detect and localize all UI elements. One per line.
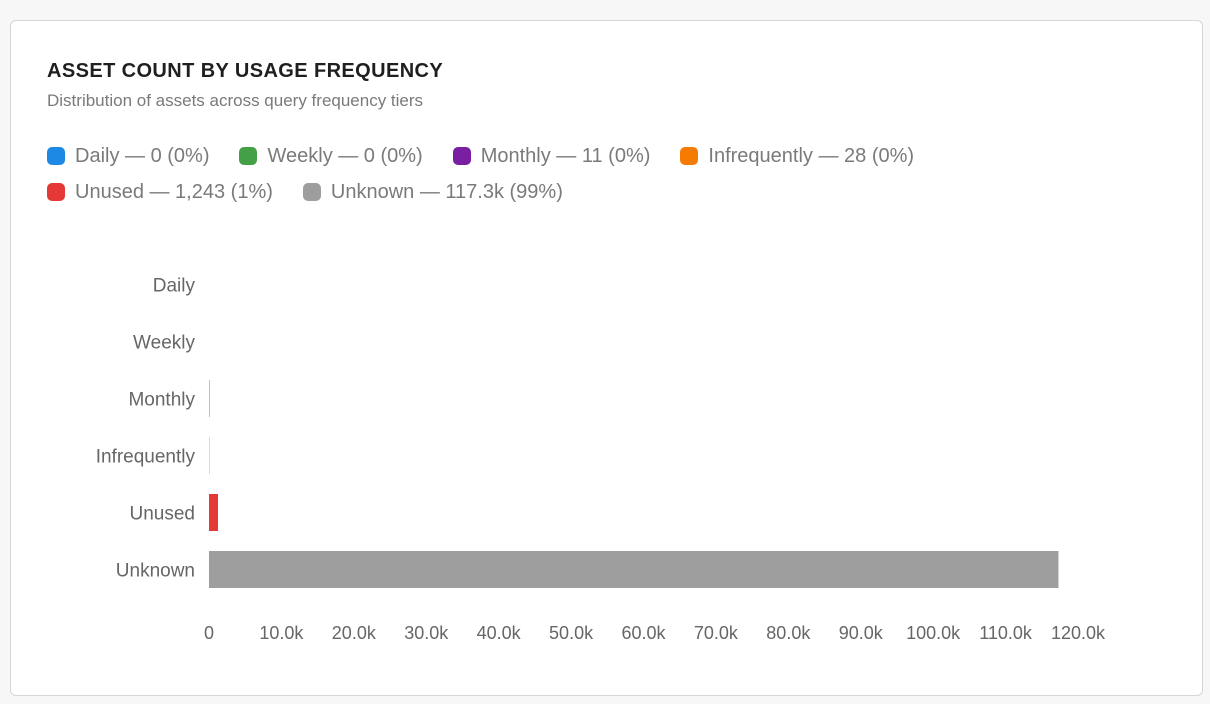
category-label: Daily [153, 276, 196, 297]
bar-unknown[interactable] [209, 551, 1059, 588]
unused-swatch-icon [47, 183, 65, 201]
x-tick-label: 40.0k [477, 623, 522, 643]
legend-label: Daily — 0 (0%) [75, 144, 210, 167]
legend-item[interactable]: Weekly — 0 (0%) [239, 144, 423, 168]
legend-item[interactable]: Infrequently — 28 (0%) [680, 144, 914, 168]
bar-chart: Daily Weekly Monthly Infrequently Unused Unkn… [96, 276, 1106, 644]
chart-card: ASSET COUNT BY USAGE FREQUENCY Distribut… [10, 20, 1203, 696]
x-tick-label: 10.0k [259, 623, 304, 643]
legend-label: Unused — 1,243 (1%) [75, 180, 273, 203]
x-tick-label: 100.0k [906, 623, 961, 643]
chart-legend: Daily — 0 (0%) Weekly — 0 (0%) Monthly — 1… [47, 144, 1007, 204]
bar-unused[interactable] [209, 494, 219, 531]
x-tick-label: 80.0k [766, 623, 811, 643]
x-tick-label: 120.0k [1051, 623, 1106, 643]
category-label: Weekly [133, 333, 195, 354]
x-tick-label: 50.0k [549, 623, 594, 643]
category-label: Monthly [128, 390, 195, 411]
unknown-swatch-icon [302, 183, 321, 201]
infrequently-swatch-icon [680, 147, 699, 165]
x-tick-label: 60.0k [621, 623, 666, 643]
x-tick-label: 90.0k [839, 623, 884, 643]
x-tick-label: 110.0k [979, 623, 1033, 643]
weekly-swatch-icon [239, 147, 258, 165]
legend-item[interactable]: Unused — 1,243 (1%) [47, 180, 273, 204]
bar-monthly[interactable] [209, 380, 210, 417]
chart-title: ASSET COUNT BY USAGE FREQUENCY [47, 60, 444, 82]
category-label: Unknown [116, 561, 195, 582]
legend-label: Monthly — 11 (0%) [480, 144, 651, 167]
legend-label: Infrequently — 28 (0%) [708, 144, 915, 167]
legend-item[interactable]: Daily — 0 (0%) [47, 144, 209, 168]
legend-label: Weekly — 0 (0%) [267, 144, 423, 167]
x-tick-label: 20.0k [332, 623, 377, 643]
legend-label: Unknown — 117.3k (99%) [330, 180, 563, 203]
category-label: Unused [130, 504, 196, 525]
x-tick-label: 30.0k [404, 623, 449, 643]
legend-item[interactable]: Unknown — 117.3k (99%) [302, 180, 563, 204]
chart-subtitle: Distribution of assets across query freq… [47, 91, 424, 110]
monthly-swatch-icon [452, 147, 471, 165]
category-label: Infrequently [96, 447, 196, 468]
x-tick-label: 70.0k [694, 623, 739, 643]
daily-swatch-icon [47, 147, 65, 165]
legend-item[interactable]: Monthly — 11 (0%) [452, 144, 651, 168]
x-tick-label: 0 [204, 623, 214, 643]
bar-infrequently[interactable] [209, 437, 210, 474]
